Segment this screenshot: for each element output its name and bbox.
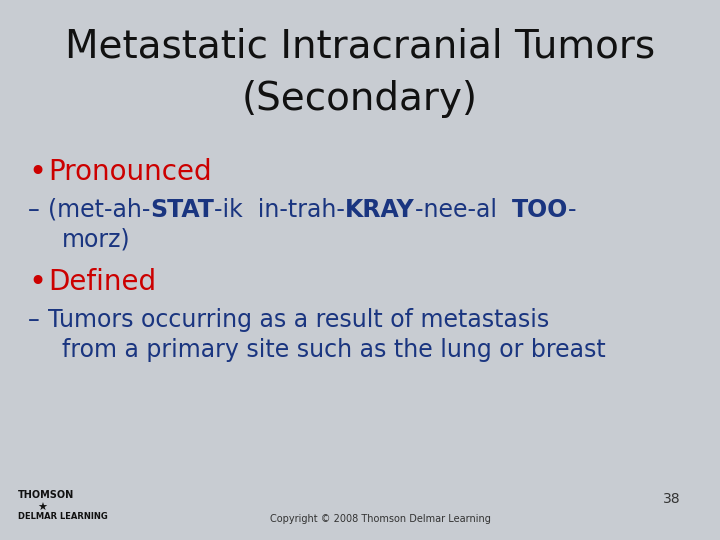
- Text: 38: 38: [663, 492, 681, 506]
- Text: Metastatic Intracranial Tumors: Metastatic Intracranial Tumors: [65, 28, 655, 66]
- Text: -: -: [568, 198, 577, 222]
- Text: Copyright © 2008 Thomson Delmar Learning: Copyright © 2008 Thomson Delmar Learning: [269, 514, 490, 524]
- Text: STAT: STAT: [150, 198, 215, 222]
- Text: •: •: [28, 158, 46, 187]
- Text: Tumors occurring as a result of metastasis: Tumors occurring as a result of metastas…: [48, 308, 549, 332]
- Text: DELMAR LEARNING: DELMAR LEARNING: [18, 512, 108, 521]
- Text: –: –: [28, 308, 40, 332]
- Text: -ik  in-trah-: -ik in-trah-: [215, 198, 345, 222]
- Text: •: •: [28, 268, 46, 297]
- Text: ★: ★: [37, 503, 47, 513]
- Text: morz): morz): [62, 228, 130, 252]
- Text: (met-ah-: (met-ah-: [48, 198, 150, 222]
- Text: Defined: Defined: [48, 268, 156, 296]
- Text: from a primary site such as the lung or breast: from a primary site such as the lung or …: [62, 338, 606, 362]
- Text: Pronounced: Pronounced: [48, 158, 212, 186]
- Text: TOO: TOO: [512, 198, 568, 222]
- Text: -nee-al: -nee-al: [415, 198, 512, 222]
- Text: (Secondary): (Secondary): [242, 80, 478, 118]
- Text: –: –: [28, 198, 40, 222]
- Text: KRAY: KRAY: [345, 198, 415, 222]
- Text: THOMSON: THOMSON: [18, 490, 74, 500]
